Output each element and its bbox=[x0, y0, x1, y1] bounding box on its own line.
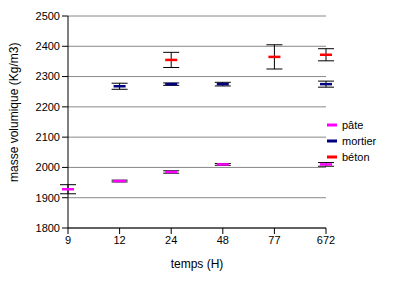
svg-text:672: 672 bbox=[317, 234, 335, 246]
svg-text:2500: 2500 bbox=[36, 10, 60, 22]
html-text:pâte: pâte bbox=[342, 119, 364, 131]
svg-text:2300: 2300 bbox=[36, 70, 60, 82]
svg-text:2100: 2100 bbox=[36, 131, 60, 143]
svg-text:masse volumique (Kg/m3): masse volumique (Kg/m3) bbox=[8, 43, 21, 182]
svg-text:1800: 1800 bbox=[36, 222, 60, 234]
svg-text:2200: 2200 bbox=[36, 101, 60, 113]
svg-text:1900: 1900 bbox=[36, 192, 60, 204]
svg-text:77: 77 bbox=[268, 234, 280, 246]
svg-text:12: 12 bbox=[113, 234, 125, 246]
html-text:mortier: mortier bbox=[342, 135, 377, 147]
svg-text:9: 9 bbox=[65, 234, 71, 246]
svg-text:temps (H): temps (H) bbox=[171, 257, 224, 271]
svg-text:2000: 2000 bbox=[36, 161, 60, 173]
html-text:béton: béton bbox=[342, 151, 370, 163]
svg-text:2400: 2400 bbox=[36, 40, 60, 52]
svg-text:48: 48 bbox=[217, 234, 229, 246]
svg-text:24: 24 bbox=[165, 234, 177, 246]
